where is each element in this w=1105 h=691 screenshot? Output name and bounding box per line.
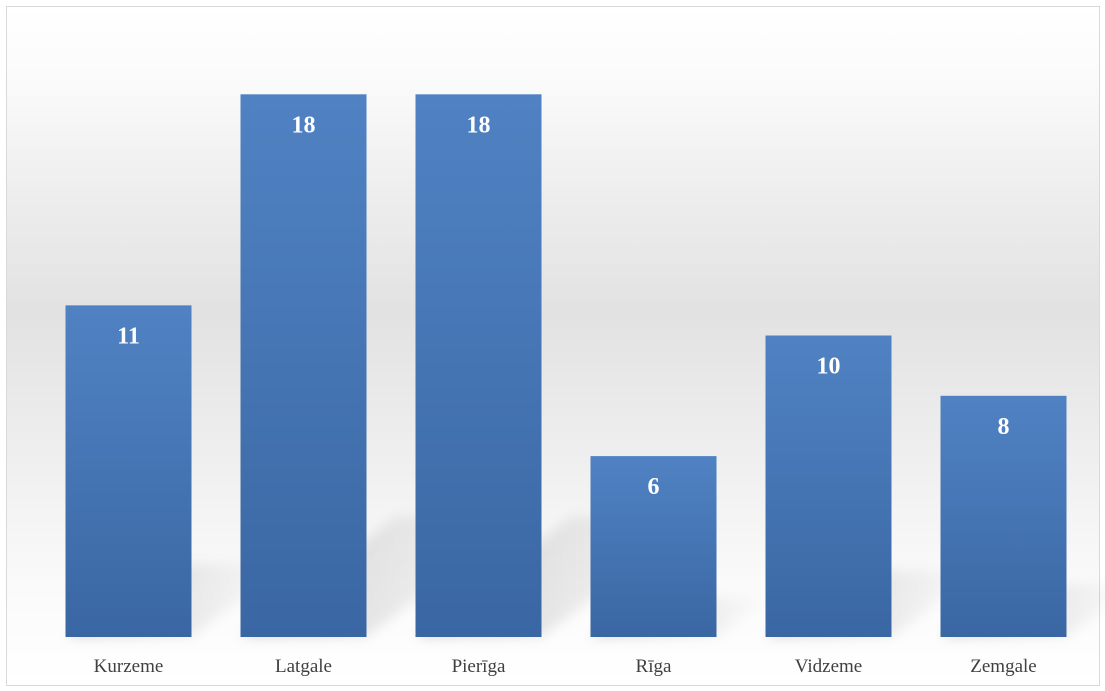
x-axis-tick-labels: Kurzeme Latgale Pierīga Rīga Vidzeme Zemgale	[94, 656, 1037, 677]
data-label: 18	[292, 112, 316, 138]
data-label: 11	[117, 323, 140, 349]
x-tick-label: Kurzeme	[94, 656, 164, 677]
x-tick-label: Vidzeme	[795, 656, 862, 677]
x-tick-label: Rīga	[636, 656, 672, 677]
bar-pierīga	[416, 94, 542, 637]
data-label: 18	[467, 112, 491, 138]
data-label: 8	[998, 414, 1010, 440]
bar-vidzeme	[766, 336, 892, 638]
x-tick-label: Zemgale	[970, 656, 1036, 677]
x-tick-label: Pierīga	[452, 656, 506, 677]
data-label: 10	[817, 354, 841, 380]
data-label: 6	[648, 474, 660, 500]
bar-latgale	[241, 94, 367, 637]
bar-kurzeme	[66, 305, 192, 637]
x-tick-label: Latgale	[275, 656, 332, 677]
